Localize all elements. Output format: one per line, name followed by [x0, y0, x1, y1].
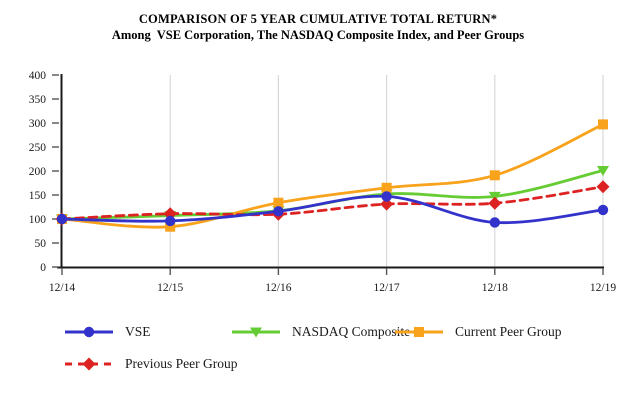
- x-tick-label: 12/18: [482, 282, 508, 294]
- legend-label-nasdaq-composite: NASDAQ Composite: [292, 324, 411, 339]
- data-point-circle-marker: [165, 215, 176, 227]
- y-tick-label: 300: [29, 118, 47, 130]
- previous-peer-line-marker-icon: [65, 357, 113, 371]
- data-point-diamond-marker: [82, 357, 96, 371]
- y-tick-label: 200: [29, 166, 47, 178]
- legend-label-current-peer-group: Current Peer Group: [455, 324, 562, 339]
- legend-label-vse: VSE: [125, 324, 151, 339]
- x-tick-label: 12/19: [590, 282, 616, 294]
- series-line-vse: [60, 194, 605, 225]
- data-point-circle-marker: [381, 191, 392, 202]
- legend-item-nasdaq-composite: NASDAQ Composite: [231, 324, 410, 340]
- chart-title-block: COMPARISON OF 5 YEAR CUMULATIVE TOTAL RE…: [0, 11, 636, 43]
- y-tick-label: 50: [35, 238, 47, 250]
- x-tick-label: 12/17: [373, 282, 399, 294]
- y-tick-label: 350: [29, 94, 47, 106]
- data-point-square-marker: [414, 327, 424, 337]
- legend-label-previous-peer-group: Previous Peer Group: [125, 356, 238, 371]
- y-tick-label: 0: [40, 262, 46, 274]
- legend-item-vse: VSE: [64, 324, 151, 340]
- data-point-square-marker: [381, 182, 392, 193]
- data-point-circle-marker: [83, 326, 95, 338]
- chart-title: COMPARISON OF 5 YEAR CUMULATIVE TOTAL RE…: [138, 12, 498, 26]
- data-point-square-marker: [489, 170, 500, 181]
- data-point-circle-marker: [489, 217, 500, 228]
- legend-item-previous-peer-group: Previous Peer Group: [64, 356, 237, 372]
- series-line-current-peer-group: [60, 123, 605, 229]
- data-point-square-marker: [598, 119, 608, 130]
- data-point-diamond-marker: [380, 197, 394, 211]
- data-point-triangle-marker: [250, 327, 262, 338]
- y-tick-label: 250: [29, 142, 47, 154]
- vse-line-marker-icon: [65, 326, 113, 338]
- x-tick-label: 12/16: [265, 282, 291, 294]
- nasdaq-line-marker-icon: [232, 327, 280, 338]
- data-point-triangle-marker: [597, 166, 609, 176]
- data-point-diamond-marker: [596, 180, 610, 194]
- legend-item-current-peer-group: Current Peer Group: [394, 324, 561, 340]
- current-peer-line-marker-icon: [395, 327, 443, 337]
- series-line-previous-peer-group: [60, 185, 605, 221]
- y-tick-label: 400: [29, 70, 47, 82]
- series-current-peer-group: [57, 119, 608, 232]
- x-tick-label: 12/14: [49, 282, 75, 294]
- x-tick-label: 12/15: [157, 282, 183, 294]
- data-point-diamond-marker: [488, 196, 502, 210]
- data-point-square-marker: [165, 221, 176, 232]
- data-point-circle-marker: [273, 206, 284, 217]
- y-tick-label: 150: [29, 190, 47, 202]
- y-tick-label: 100: [29, 214, 47, 226]
- data-point-circle-marker: [56, 213, 68, 225]
- data-point-circle-marker: [597, 204, 609, 216]
- chart-subtitle: Among VSE Corporation, The NASDAQ Compos…: [111, 28, 525, 42]
- data-point-square-marker: [273, 197, 284, 208]
- series-vse: [56, 191, 609, 228]
